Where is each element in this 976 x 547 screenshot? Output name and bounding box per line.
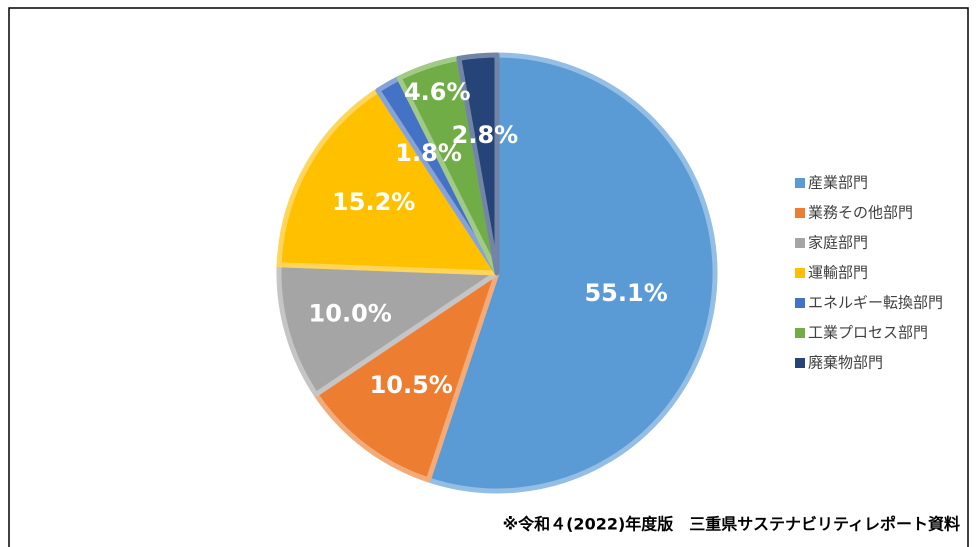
legend-label: エネルギー転換部門 — [808, 294, 943, 312]
chart-frame — [8, 7, 969, 547]
legend-swatch — [795, 178, 805, 188]
data-label: 4.6% — [404, 78, 471, 106]
data-label: 2.8% — [452, 121, 519, 149]
legend-swatch — [795, 358, 805, 368]
data-label: 10.5% — [370, 371, 453, 399]
legend-label: 廃棄物部門 — [808, 354, 883, 372]
pie-slice — [425, 52, 718, 494]
legend-swatch — [795, 328, 805, 338]
pie-slice — [456, 52, 500, 276]
pie-slice — [313, 270, 500, 483]
legend-swatch — [795, 268, 805, 278]
data-label: 55.1% — [584, 279, 667, 307]
legend-label: 業務その他部門 — [808, 204, 913, 222]
source-note: ※令和４(2022)年度版 三重県サステナビリティレポート資料 — [503, 515, 960, 534]
pie-slice — [276, 262, 500, 397]
pie-slice — [276, 87, 500, 276]
data-label: 1.8% — [395, 139, 462, 167]
legend-swatch — [795, 208, 805, 218]
legend-label: 産業部門 — [808, 174, 868, 192]
data-label: 15.2% — [332, 188, 415, 216]
legend-swatch — [795, 298, 805, 308]
legend-label: 工業プロセス部門 — [808, 324, 928, 342]
legend-swatch — [795, 238, 805, 248]
legend-label: 運輸部門 — [808, 264, 868, 282]
legend-label: 家庭部門 — [808, 234, 868, 252]
data-label: 10.0% — [309, 300, 392, 328]
